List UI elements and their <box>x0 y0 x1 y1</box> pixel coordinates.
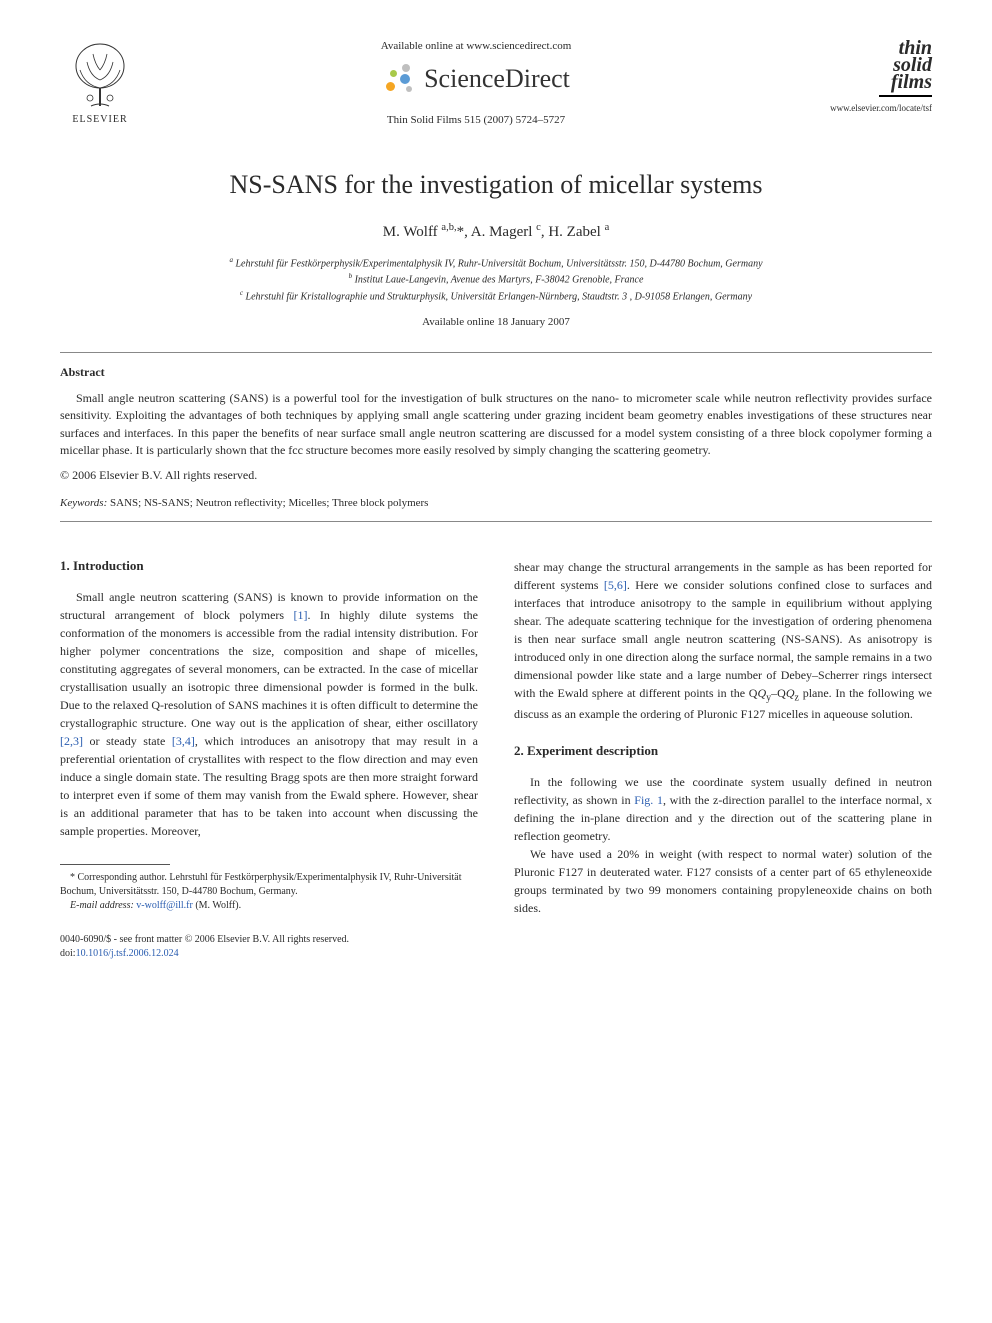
abstract-heading: Abstract <box>60 365 932 380</box>
divider-line <box>60 521 932 522</box>
journal-logo-block: thin solid films www.elsevier.com/locate… <box>812 40 932 113</box>
doi-link[interactable]: 10.1016/j.tsf.2006.12.024 <box>76 948 179 959</box>
right-column: shear may change the structural arrangem… <box>514 558 932 961</box>
publication-date: Available online 18 January 2007 <box>60 316 932 328</box>
footnote-divider <box>60 864 170 865</box>
abstract-text: Small angle neutron scattering (SANS) is… <box>60 390 932 460</box>
journal-reference: Thin Solid Films 515 (2007) 5724–5727 <box>160 114 792 126</box>
page-header: ELSEVIER Available online at www.science… <box>60 40 932 130</box>
sciencedirect-logo: ScienceDirect <box>160 62 792 96</box>
email-link[interactable]: v-wolff@ill.fr <box>134 900 193 911</box>
section-heading-introduction: 1. Introduction <box>60 558 478 574</box>
corresponding-author-footnote: * Corresponding author. Lehrstuhl für Fe… <box>60 871 478 899</box>
center-header: Available online at www.sciencedirect.co… <box>140 40 812 126</box>
affiliation-a: a Lehrstuhl für Festkörperphysik/Experim… <box>60 255 932 271</box>
front-matter-line: 0040-6090/$ - see front matter © 2006 El… <box>60 933 478 947</box>
keywords-line: Keywords: SANS; NS-SANS; Neutron reflect… <box>60 497 932 509</box>
authors-line: M. Wolff a,b,*, A. Magerl c, H. Zabel a <box>60 222 932 241</box>
sciencedirect-dots-icon <box>382 62 416 96</box>
intro-paragraph-cont: shear may change the structural arrangem… <box>514 558 932 723</box>
elsevier-logo: ELSEVIER <box>60 40 140 130</box>
tsf-line: films <box>891 74 932 91</box>
elsevier-label: ELSEVIER <box>72 114 127 125</box>
email-footnote: E-mail address: v-wolff@ill.fr (M. Wolff… <box>60 899 478 913</box>
affiliations: a Lehrstuhl für Festkörperphysik/Experim… <box>60 255 932 304</box>
citation-link[interactable]: [2,3] <box>60 734 83 748</box>
citation-link[interactable]: [3,4] <box>172 734 195 748</box>
keywords-label: Keywords: <box>60 497 107 509</box>
citation-link[interactable]: [1] <box>293 608 307 622</box>
sciencedirect-text: ScienceDirect <box>424 64 570 94</box>
divider-line <box>60 352 932 353</box>
keywords-values: SANS; NS-SANS; Neutron reflectivity; Mic… <box>107 497 428 509</box>
available-online-text: Available online at www.sciencedirect.co… <box>160 40 792 52</box>
journal-url: www.elsevier.com/locate/tsf <box>812 103 932 113</box>
experiment-paragraph: We have used a 20% in weight (with respe… <box>514 845 932 917</box>
doi-line: doi:10.1016/j.tsf.2006.12.024 <box>60 947 478 961</box>
bottom-copyright: 0040-6090/$ - see front matter © 2006 El… <box>60 933 478 961</box>
abstract-copyright: © 2006 Elsevier B.V. All rights reserved… <box>60 468 932 483</box>
experiment-paragraph: In the following we use the coordinate s… <box>514 773 932 845</box>
affiliation-b: b Institut Laue-Langevin, Avenue des Mar… <box>60 271 932 287</box>
affiliation-c: c Lehrstuhl für Kristallographie und Str… <box>60 288 932 304</box>
thin-solid-films-logo: thin solid films <box>879 40 932 97</box>
body-columns: 1. Introduction Small angle neutron scat… <box>60 558 932 961</box>
citation-link[interactable]: [5,6] <box>604 578 627 592</box>
section-heading-experiment: 2. Experiment description <box>514 743 932 759</box>
article-title: NS-SANS for the investigation of micella… <box>60 170 932 200</box>
intro-paragraph: Small angle neutron scattering (SANS) is… <box>60 588 478 840</box>
figure-link[interactable]: Fig. 1 <box>634 793 663 807</box>
left-column: 1. Introduction Small angle neutron scat… <box>60 558 478 961</box>
elsevier-tree-icon <box>65 40 135 110</box>
